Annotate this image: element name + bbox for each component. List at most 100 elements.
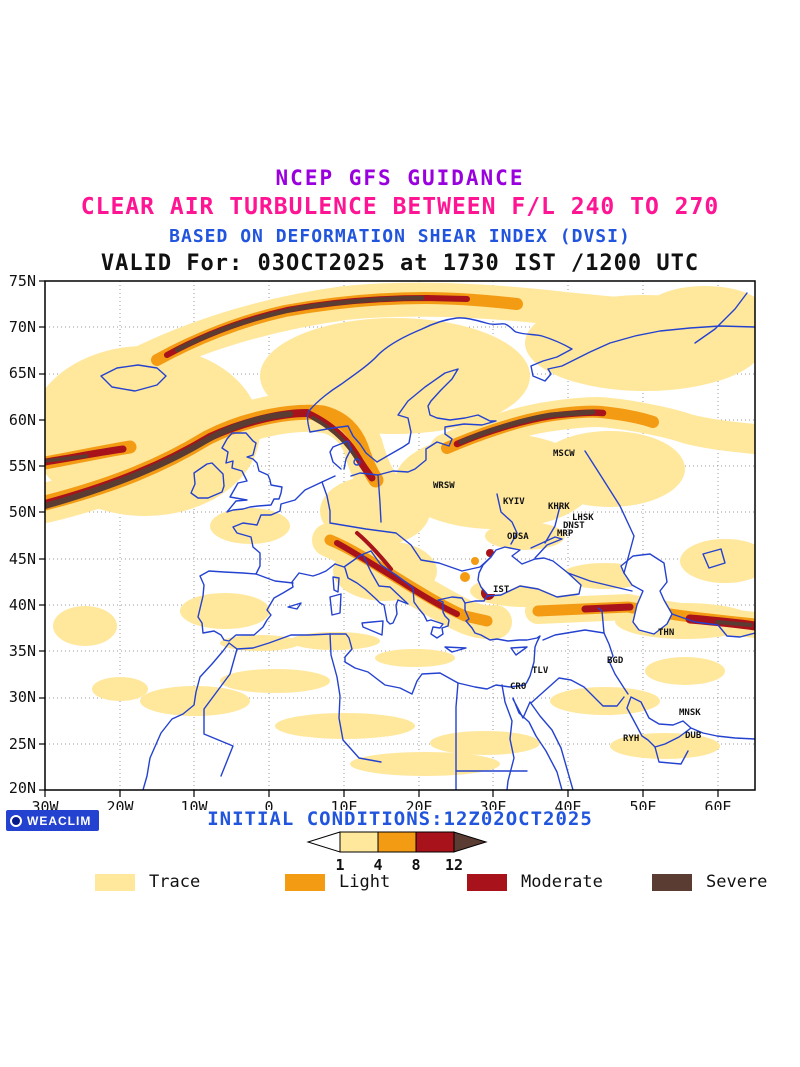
- coast-persian-gulf: [626, 696, 755, 748]
- island-crete: [444, 646, 467, 653]
- city-label: DUB: [685, 731, 702, 741]
- river-danube: [329, 522, 492, 572]
- weaclim-logo-text: WEACLIM: [27, 813, 92, 828]
- island-sicily: [361, 620, 384, 636]
- legend-label-trace: Trace: [149, 872, 201, 892]
- title-model: NCEP GFS GUIDANCE: [275, 166, 525, 190]
- lon-label: 60E: [704, 798, 731, 810]
- scale-segment-moderate: [415, 831, 455, 853]
- legend-item-trace: Trace: [95, 872, 200, 892]
- scale-tick: 4: [373, 856, 382, 874]
- lon-label: 0: [264, 798, 273, 810]
- initial-conditions-text: INITIAL CONDITIONS:12Z02OCT2025: [207, 808, 593, 830]
- legend-swatch-light: [285, 873, 325, 891]
- legend-swatch-moderate: [467, 873, 507, 891]
- coast-aral: [702, 548, 726, 569]
- city-label: MSCW: [553, 449, 575, 459]
- border-caucasus: [567, 572, 633, 592]
- lat-label: 60N: [9, 411, 36, 429]
- legend-swatch-severe: [652, 873, 692, 891]
- island-balearic: [287, 602, 302, 610]
- river-don: [544, 505, 561, 544]
- coastlines-and-borders: [100, 292, 755, 790]
- legend-label-light: Light: [339, 872, 391, 892]
- border-turkey-syria-iraq: [542, 629, 605, 641]
- scale-tick: 1: [335, 856, 344, 874]
- city-label: DNST: [563, 521, 585, 531]
- river-nile: [501, 684, 515, 790]
- lat-label: 55N: [9, 457, 36, 475]
- turbulence-trace-layer: [45, 282, 755, 776]
- lat-label: 20N: [9, 779, 36, 797]
- city-label: BGD: [607, 656, 624, 666]
- title-valid-time: VALID For: 03OCT2025 at 1730 IST /1200 U…: [100, 251, 700, 276]
- title-basis: BASED ON DEFORMATION SHEAR INDEX (DVSI): [169, 226, 631, 247]
- lon-label: 30E: [479, 798, 506, 810]
- title-product: CLEAR AIR TURBULENCE BETWEEN F/L 240 TO …: [80, 194, 720, 220]
- lat-label: 35N: [9, 642, 36, 660]
- border-algeria-libya: [329, 633, 382, 763]
- legend-item-light: Light: [285, 872, 390, 892]
- lon-label: 40E: [554, 798, 581, 810]
- coast-uk: [221, 432, 283, 513]
- legend-item-severe: Severe: [652, 872, 767, 892]
- river-volga: [584, 450, 635, 574]
- axis-labels: 75N 70N 65N 60N 55N 50N 45N 40N 35N 30N …: [9, 272, 732, 810]
- scale-segment-light: [377, 831, 417, 853]
- color-scale-bar: 1 4 8 12: [306, 831, 488, 874]
- lon-label: 30W: [31, 798, 59, 810]
- coast-caspian: [620, 553, 673, 635]
- scale-segment-trace: [339, 831, 379, 853]
- border-iraq-iran: [603, 632, 629, 695]
- city-label: CRO: [510, 682, 527, 692]
- weaclim-logo: WEACLIM: [6, 810, 100, 831]
- coast-scandinavia-north: [306, 317, 755, 433]
- city-label: LHSK: [572, 513, 594, 523]
- scale-tick: 8: [411, 856, 420, 874]
- coast-novaya-zemlya: [694, 292, 748, 344]
- border-saudi-uae: [654, 746, 689, 765]
- border-turkmenistan-iran: [671, 613, 755, 638]
- city-label: TLV: [532, 666, 549, 676]
- scale-tick: 12: [445, 856, 463, 874]
- coast-balkans-blacksea: [370, 546, 582, 639]
- border-germany-poland: [377, 474, 382, 523]
- lon-label: 50E: [629, 798, 656, 810]
- lat-label: 30N: [9, 688, 36, 706]
- coast-baltic: [309, 368, 497, 477]
- city-label: KHRK: [548, 502, 570, 512]
- coast-iceland: [100, 364, 167, 392]
- city-label: KYIV: [503, 497, 525, 507]
- city-label: IST: [493, 585, 510, 595]
- city-label: MNSK: [679, 708, 701, 718]
- legend-label-severe: Severe: [706, 872, 768, 892]
- city-label: THN: [658, 628, 674, 638]
- border-libya-egypt: [455, 682, 459, 790]
- lon-label: 20E: [405, 798, 432, 810]
- legend: Trace Light Moderate Severe: [0, 872, 800, 898]
- lat-label: 70N: [9, 318, 36, 336]
- city-label: RYH: [623, 734, 639, 744]
- legend-item-moderate: Moderate: [467, 872, 603, 892]
- weaclim-logo-icon: [10, 814, 22, 827]
- scale-arrow-left: [306, 831, 341, 853]
- island-cyprus: [510, 646, 528, 656]
- city-label: MRP: [557, 529, 574, 539]
- coast-atlantic-europe: [197, 475, 336, 642]
- lon-label: 10E: [330, 798, 357, 810]
- lat-label: 45N: [9, 550, 36, 568]
- border-west-sahara: [203, 648, 238, 777]
- map-frame: [44, 280, 756, 791]
- lat-label: 40N: [9, 596, 36, 614]
- island-sardinia: [329, 593, 342, 616]
- scale-arrow-right: [453, 831, 488, 853]
- coast-azov: [530, 536, 563, 559]
- turbulence-map: MSCW WRSW KYIV KHRK LHSK DNST MRP ODSA I…: [9, 272, 756, 810]
- river-dnieper: [496, 493, 518, 545]
- lat-label: 65N: [9, 364, 36, 382]
- lon-label: 10W: [180, 798, 208, 810]
- lat-label: 75N: [9, 272, 36, 290]
- axis-ticks: [39, 280, 719, 797]
- island-corsica: [332, 576, 340, 593]
- coast-italy: [334, 550, 409, 625]
